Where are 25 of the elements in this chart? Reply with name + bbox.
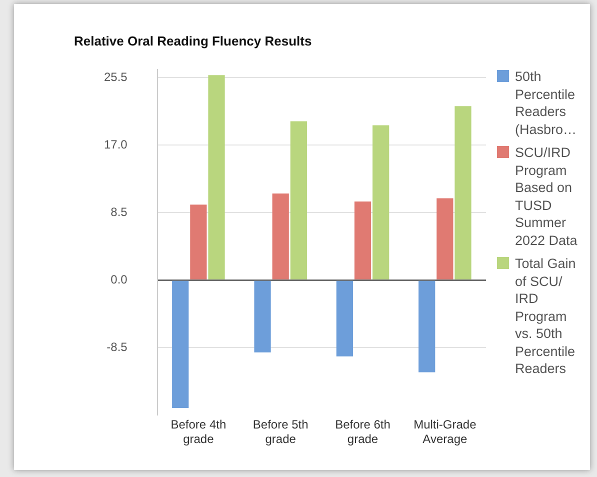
bar xyxy=(190,204,207,280)
y-tick-label: 17.0 xyxy=(104,137,128,152)
bar xyxy=(454,106,472,280)
x-tick-label: Before 5th grade xyxy=(252,418,308,446)
bar xyxy=(354,201,372,280)
bar xyxy=(418,280,436,372)
bar xyxy=(172,280,189,408)
x-tick-label: Before 6th grade xyxy=(335,418,390,446)
bar xyxy=(372,125,390,280)
y-tick-label: 8.5 xyxy=(110,204,128,219)
bar xyxy=(336,280,353,356)
y-tick-label: -8.5 xyxy=(106,340,128,354)
chart-title: Relative Oral Reading Fluency Results xyxy=(74,33,312,48)
y-tick-label: 25.5 xyxy=(104,70,128,84)
bar xyxy=(436,198,454,280)
legend-label: 50th Percentile Readers (Hasbro… xyxy=(515,68,578,138)
bar xyxy=(290,121,307,280)
bar xyxy=(272,194,289,280)
bar xyxy=(208,75,225,280)
y-tick-label: 0.0 xyxy=(110,272,128,286)
bar xyxy=(254,280,271,352)
legend-label: SCU/IRD Program Based on TUSD Summer 2022 Data xyxy=(515,144,578,249)
legend-label: Total Gain of SCU/ IRD Program vs. 50th Percentile Readers xyxy=(515,255,577,378)
x-tick-label: Before 4th grade xyxy=(170,418,226,446)
x-tick-label: Multi-Grade Average xyxy=(414,418,477,446)
